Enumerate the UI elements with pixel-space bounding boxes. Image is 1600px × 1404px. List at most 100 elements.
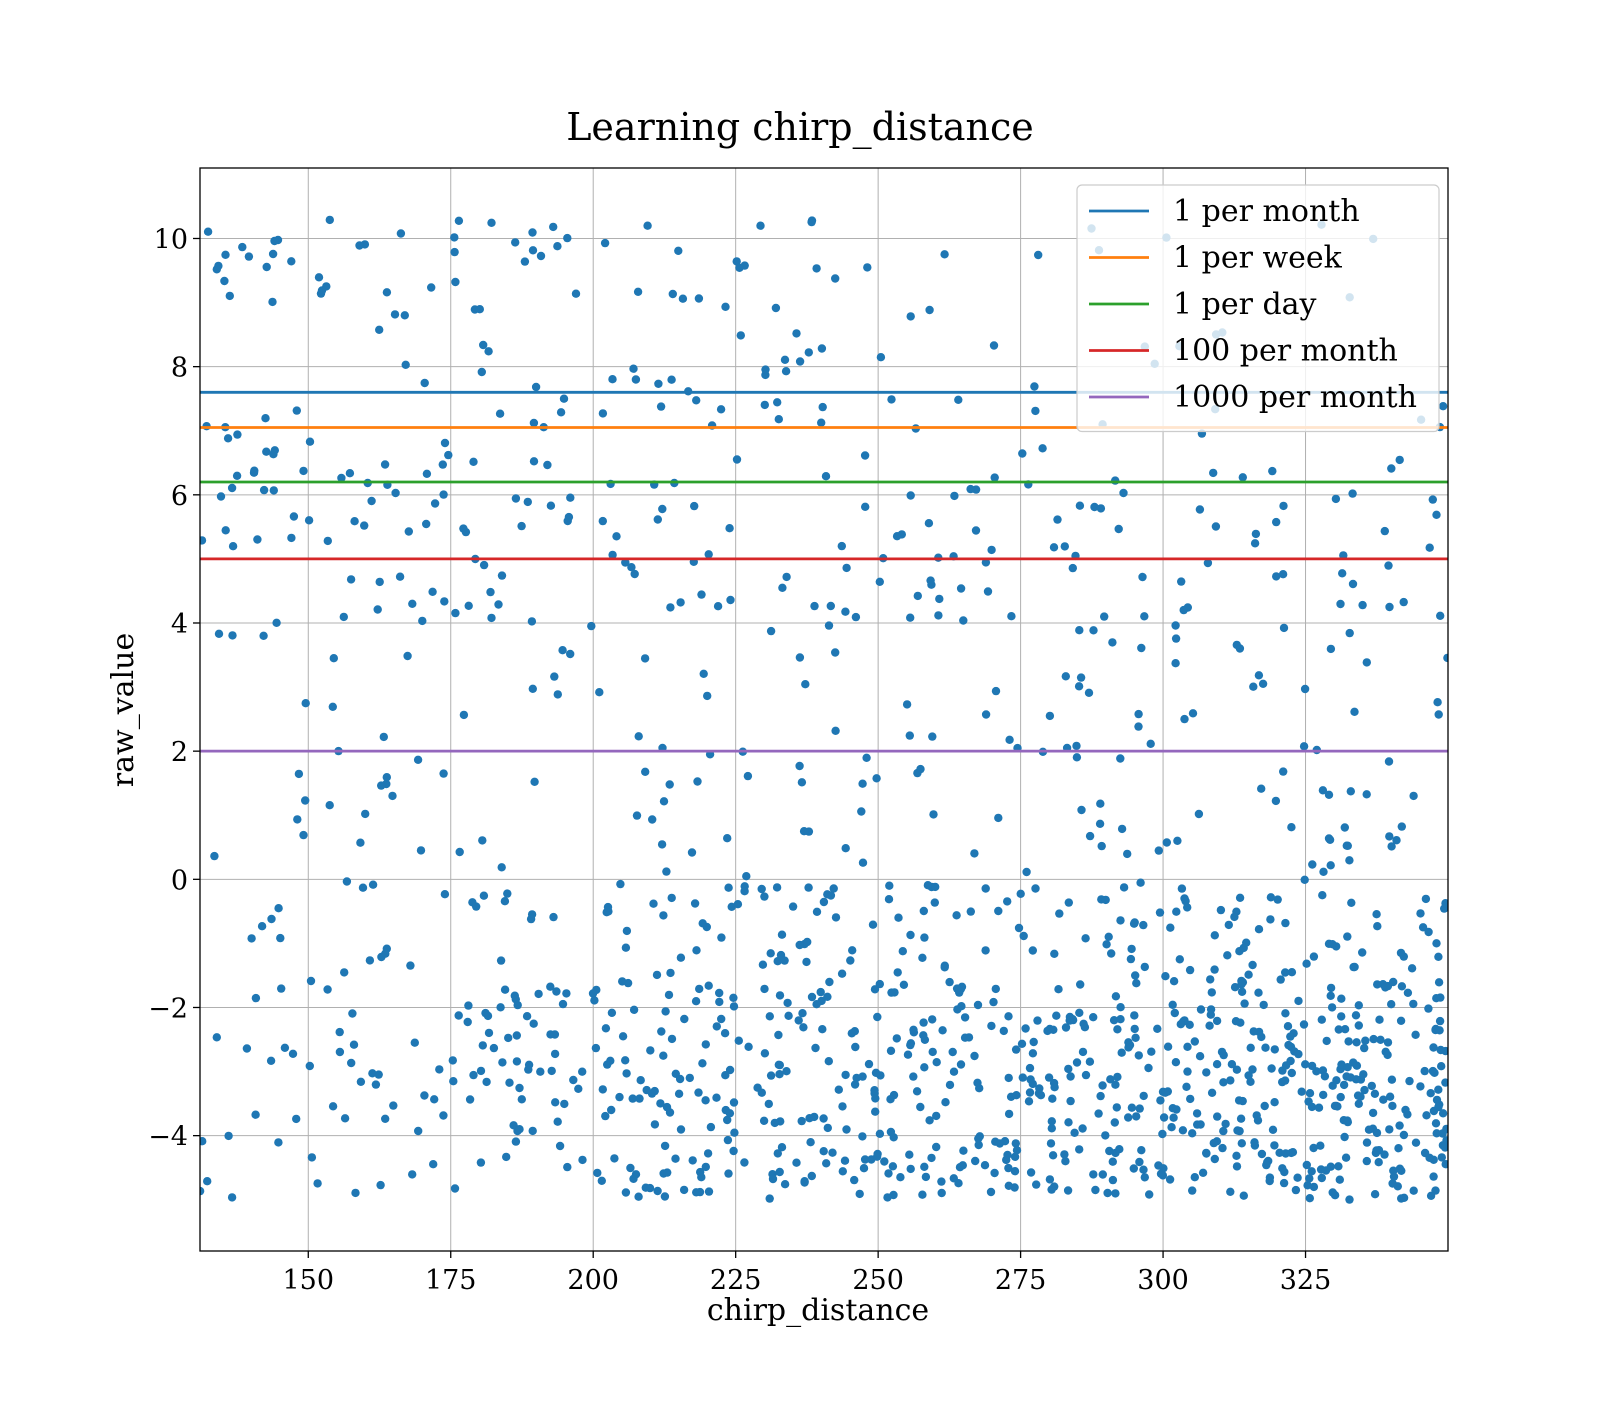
data-point bbox=[564, 512, 574, 522]
data-point bbox=[574, 1084, 583, 1094]
data-point bbox=[906, 1164, 915, 1174]
x-tick-label: 225 bbox=[710, 1265, 762, 1296]
data-point bbox=[376, 1180, 385, 1190]
data-point bbox=[994, 813, 1003, 823]
data-point bbox=[438, 460, 447, 469]
data-point bbox=[1126, 954, 1136, 964]
data-point bbox=[1158, 1129, 1167, 1139]
data-point bbox=[1339, 1080, 1349, 1090]
data-point bbox=[766, 949, 775, 958]
data-point bbox=[1110, 1118, 1120, 1127]
data-point bbox=[1219, 1078, 1228, 1087]
data-point bbox=[251, 993, 261, 1003]
data-point bbox=[1281, 1009, 1290, 1018]
data-point bbox=[1399, 1193, 1409, 1203]
data-point bbox=[479, 340, 488, 350]
data-point bbox=[556, 408, 566, 417]
data-point bbox=[578, 1155, 587, 1165]
data-point bbox=[1129, 1164, 1139, 1173]
data-point bbox=[966, 484, 975, 494]
data-point bbox=[959, 616, 968, 625]
data-point bbox=[886, 1046, 896, 1056]
data-point bbox=[1343, 841, 1353, 850]
data-point bbox=[1134, 1051, 1144, 1060]
data-point bbox=[775, 1060, 784, 1070]
data-point bbox=[765, 1194, 774, 1203]
data-point bbox=[664, 990, 674, 1000]
data-point bbox=[304, 516, 314, 525]
data-point bbox=[842, 1125, 851, 1134]
data-point bbox=[919, 1031, 928, 1040]
data-point bbox=[1350, 707, 1359, 716]
data-point bbox=[1018, 1073, 1027, 1082]
data-point bbox=[1383, 1038, 1393, 1047]
data-point bbox=[665, 780, 674, 789]
data-point bbox=[860, 451, 870, 460]
data-point bbox=[496, 1003, 505, 1012]
data-point bbox=[1251, 529, 1261, 539]
data-point bbox=[1078, 1047, 1088, 1057]
data-point bbox=[649, 899, 658, 908]
data-point bbox=[603, 902, 613, 912]
data-point bbox=[841, 1070, 850, 1080]
data-point bbox=[729, 1098, 739, 1107]
data-point bbox=[210, 851, 219, 861]
data-point bbox=[658, 504, 667, 514]
data-point bbox=[476, 1066, 486, 1076]
data-point bbox=[1435, 1016, 1445, 1026]
data-point bbox=[1179, 605, 1188, 615]
data-point bbox=[798, 1009, 807, 1018]
data-point bbox=[1293, 1173, 1302, 1182]
data-point bbox=[692, 1188, 701, 1197]
data-point bbox=[666, 968, 675, 978]
data-point bbox=[1395, 1121, 1404, 1130]
data-point bbox=[1003, 1150, 1012, 1160]
data-point bbox=[498, 1058, 507, 1067]
data-point bbox=[337, 473, 346, 483]
data-point bbox=[1124, 1113, 1133, 1122]
data-point bbox=[923, 881, 933, 890]
data-point bbox=[339, 612, 348, 622]
data-point bbox=[1010, 1167, 1020, 1176]
data-point bbox=[1026, 1075, 1035, 1084]
data-point bbox=[1273, 895, 1282, 904]
data-point bbox=[340, 1114, 350, 1123]
data-point bbox=[1257, 784, 1266, 793]
data-point bbox=[1123, 849, 1132, 859]
data-point bbox=[703, 691, 712, 701]
data-point bbox=[945, 1080, 955, 1090]
data-point bbox=[794, 1016, 803, 1025]
data-point bbox=[502, 1152, 511, 1162]
data-point bbox=[1389, 1172, 1399, 1181]
data-point bbox=[469, 1070, 478, 1080]
data-point bbox=[862, 753, 871, 762]
data-point bbox=[1177, 884, 1187, 893]
data-point bbox=[858, 779, 867, 788]
data-point bbox=[1017, 1039, 1027, 1049]
data-point bbox=[1433, 698, 1442, 707]
data-point bbox=[721, 1071, 730, 1080]
data-point bbox=[698, 1059, 707, 1068]
data-point bbox=[1227, 1060, 1237, 1069]
data-point bbox=[1302, 1160, 1312, 1170]
data-point bbox=[784, 1011, 793, 1020]
data-point bbox=[1004, 1163, 1013, 1173]
data-point bbox=[356, 838, 365, 847]
data-point bbox=[1146, 739, 1155, 748]
data-point bbox=[733, 900, 743, 909]
data-point bbox=[909, 1025, 918, 1035]
data-point bbox=[799, 827, 809, 836]
data-point bbox=[1345, 856, 1354, 865]
data-point bbox=[990, 473, 999, 482]
data-point bbox=[1242, 938, 1251, 947]
data-point bbox=[1324, 790, 1334, 799]
data-point bbox=[1373, 980, 1382, 989]
data-point bbox=[1331, 494, 1341, 504]
data-point bbox=[1237, 980, 1246, 989]
data-point bbox=[950, 491, 959, 501]
data-point bbox=[1104, 932, 1113, 941]
data-point bbox=[1203, 558, 1213, 568]
data-point bbox=[778, 583, 787, 592]
data-point bbox=[342, 877, 352, 886]
data-point bbox=[262, 262, 271, 272]
